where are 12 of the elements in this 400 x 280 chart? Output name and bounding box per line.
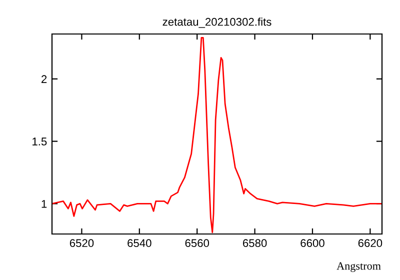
x-tick-label: 6620	[358, 239, 382, 248]
x-axis-title: Angstrom	[336, 262, 381, 272]
x-tick-label: 6580	[242, 239, 267, 248]
x-tick-label: 6540	[128, 239, 152, 248]
x-tick-label: 6600	[300, 239, 324, 248]
y-tick-label: 1.5	[32, 138, 47, 146]
chart-title: zetatau_20210302.fits	[162, 18, 272, 28]
x-tick-label: 6560	[185, 239, 210, 248]
y-tick-label: 2	[42, 75, 47, 83]
y-tick-label: 1	[42, 200, 47, 208]
x-tick-label: 6520	[70, 239, 94, 248]
line-series	[52, 37, 382, 234]
